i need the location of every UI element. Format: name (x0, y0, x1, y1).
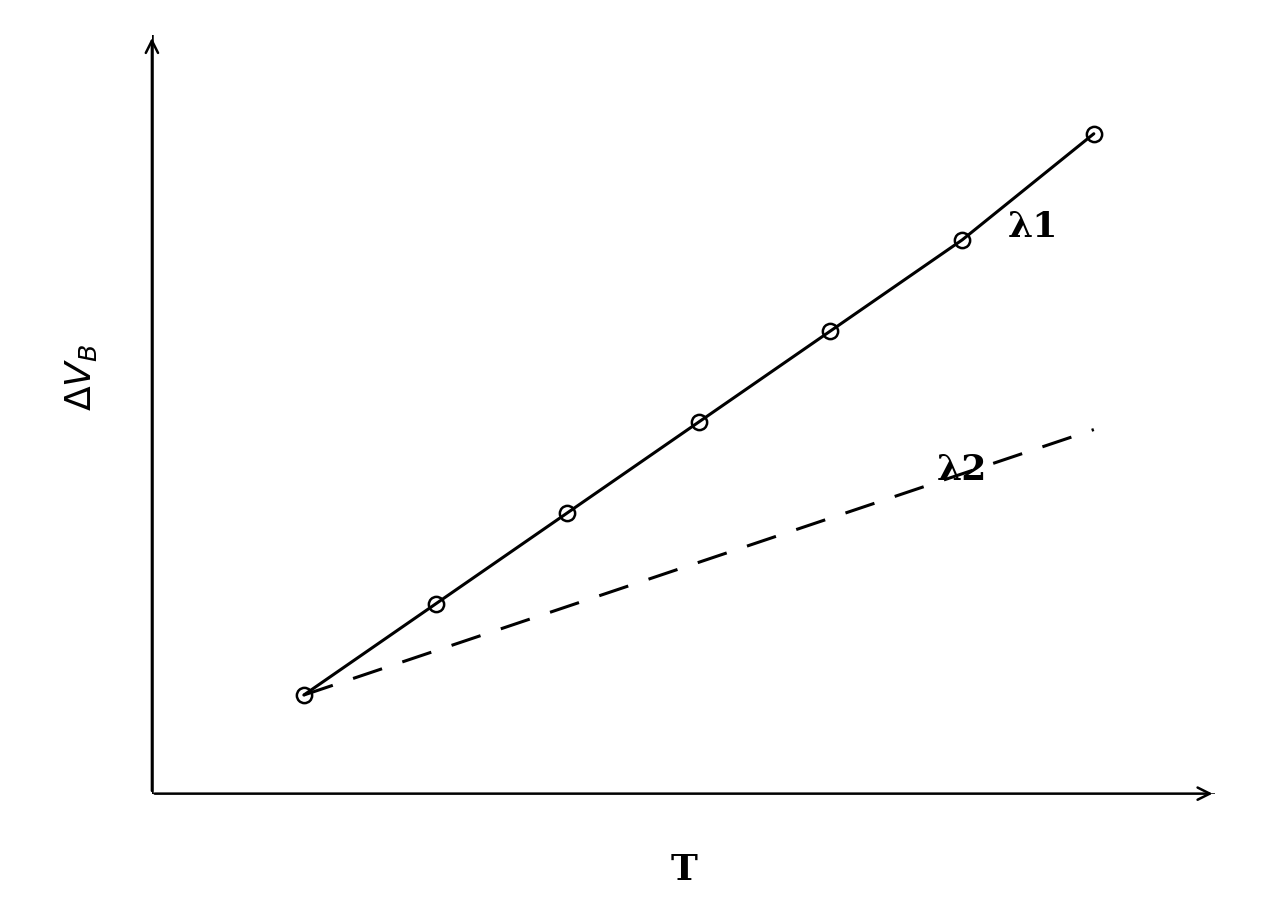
Text: T: T (670, 852, 698, 887)
Text: λ2: λ2 (937, 452, 987, 486)
Text: λ1: λ1 (1008, 210, 1058, 244)
Text: $\Delta V_B$: $\Delta V_B$ (63, 344, 99, 410)
